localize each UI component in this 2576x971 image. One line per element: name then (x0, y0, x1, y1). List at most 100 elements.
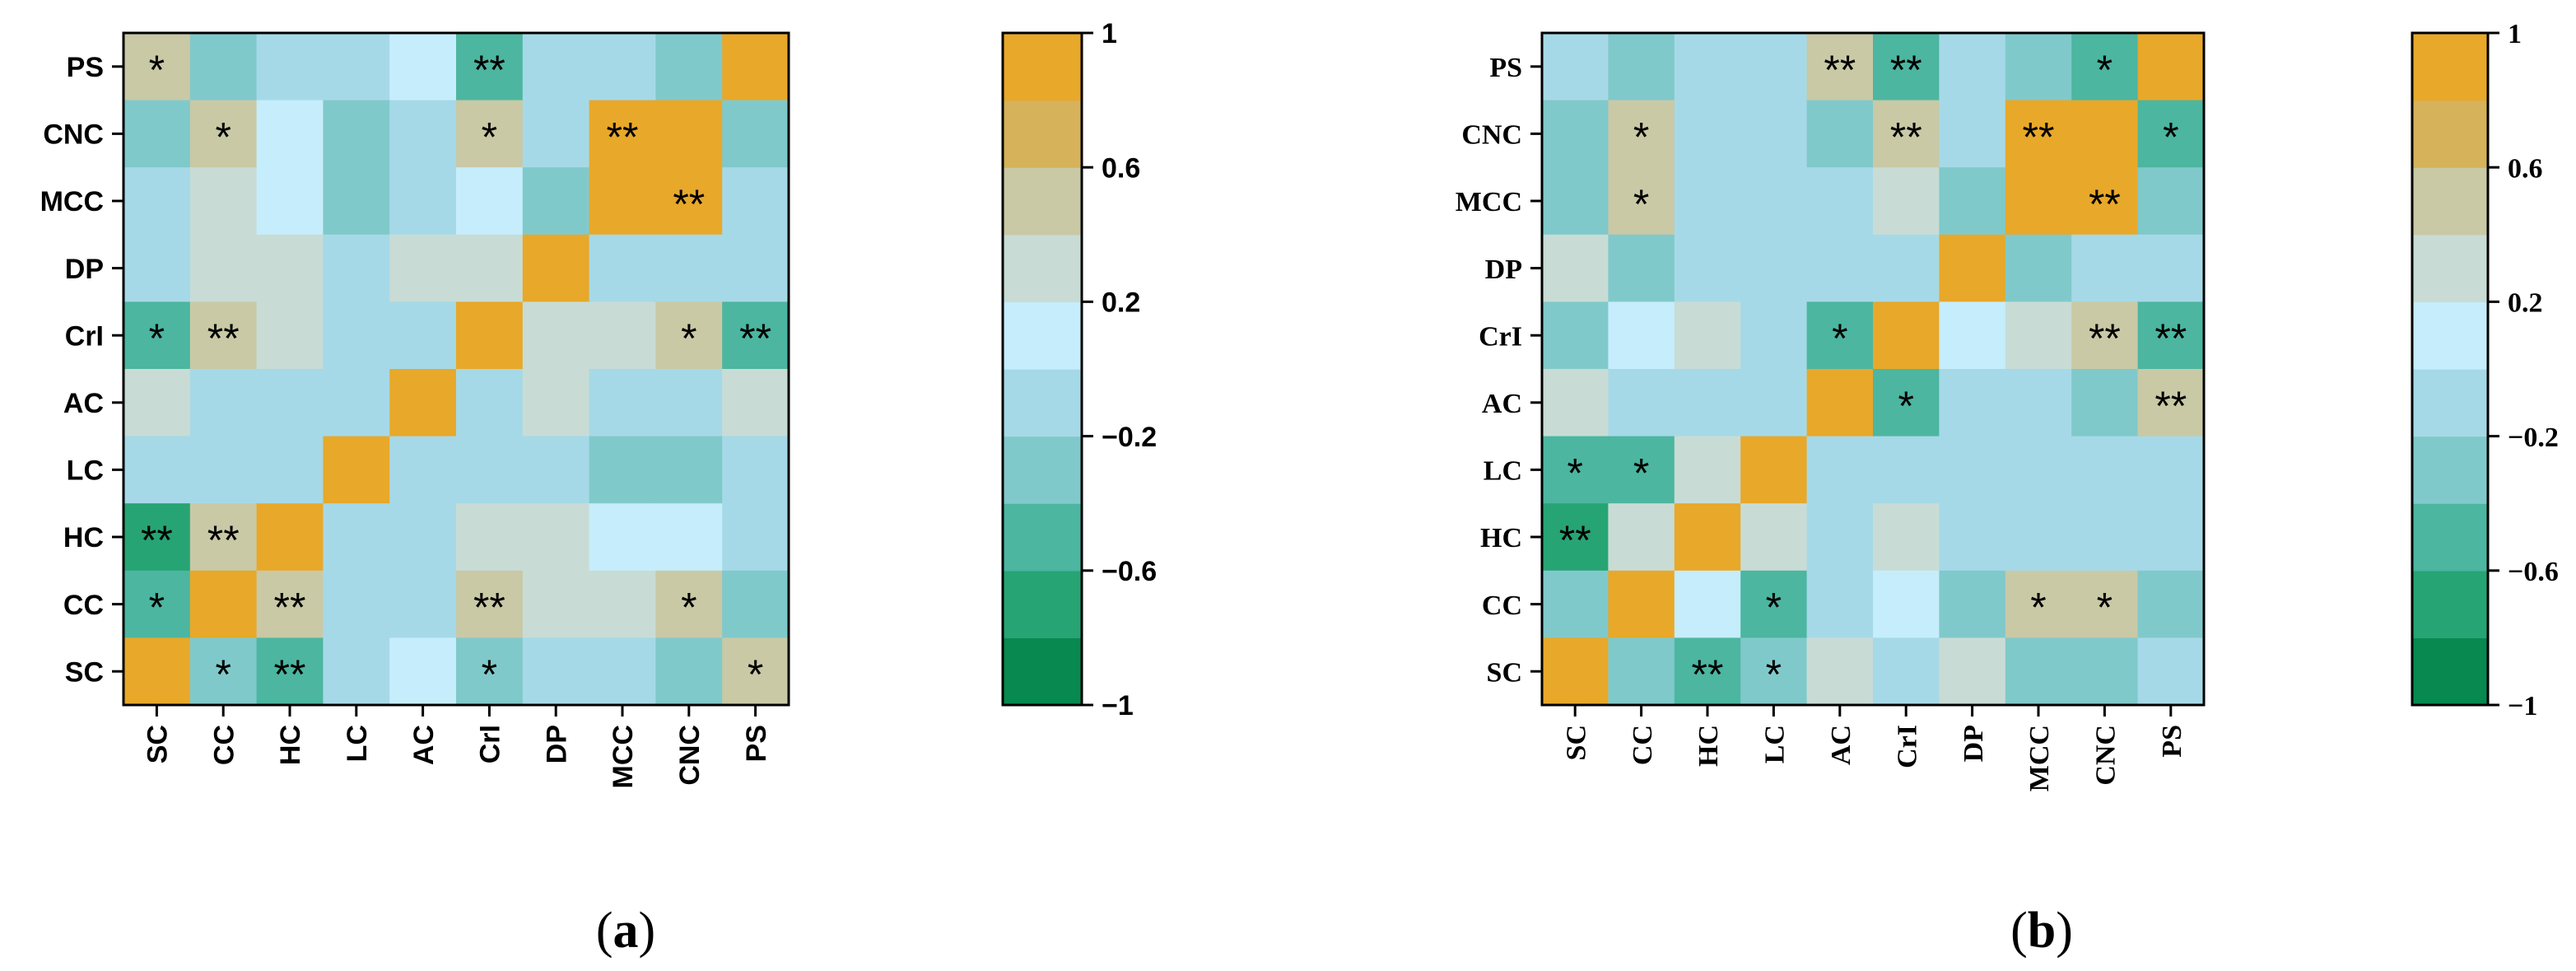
heatmap-cell-SC-MCC (589, 637, 656, 706)
heatmap-cell-PS-HC (1674, 33, 1741, 101)
heatmap-cell-AC-AC (1806, 369, 1874, 437)
heatmap-cell-MCC-MCC (589, 167, 656, 236)
heatmap-cell-LC-CrI (1873, 436, 1940, 504)
heatmap-cell-LC-CrI (456, 436, 524, 504)
heatmap-cell-MCC-PS (2137, 167, 2205, 236)
heatmap-cell-AC-CNC (2071, 369, 2139, 437)
heatmap-cell-MCC-CC (189, 167, 258, 236)
heatmap-cell-HC-AC (389, 503, 457, 572)
y-tick-label-DP: DP (65, 254, 104, 285)
heatmap-cell-SC-MCC (2005, 637, 2072, 706)
heatmap-cell-SC-PS (722, 637, 790, 706)
y-tick-label-CrI: CrI (1479, 321, 1522, 352)
heatmap-cell-HC-HC (256, 503, 324, 572)
colorbar-segment (1003, 503, 1082, 572)
significance-marker: ** (2089, 315, 2121, 362)
colorbar-tick-label: 0.6 (1102, 152, 1140, 184)
heatmap-cell-AC-MCC (2005, 369, 2072, 437)
heatmap-cell-CC-DP (1939, 570, 2006, 638)
heatmap-cell-SC-PS (2137, 637, 2205, 706)
significance-marker: * (681, 585, 696, 631)
heatmap-cell-CNC-LC (1740, 100, 1808, 168)
x-tick-label-CNC: CNC (674, 725, 706, 786)
colorbar-tick-label: −1 (2508, 691, 2537, 721)
colorbar-segment (1003, 301, 1082, 370)
heatmap-cell-CNC-CrI (1873, 100, 1940, 168)
y-tick-label-MCC: MCC (40, 186, 104, 217)
heatmap-cell-HC-SC (1542, 503, 1609, 572)
heatmap-cell-SC-CrI (1873, 637, 1940, 706)
heatmap-cell-DP-CrI (1873, 234, 1940, 302)
heatmap-cell-DP-DP (1939, 234, 2006, 302)
heatmap-cell-SC-DP (1939, 637, 2006, 706)
heatmap-cell-CrI-CC (189, 301, 258, 370)
x-tick-label-SC: SC (142, 725, 174, 763)
heatmap-cell-DP-HC (256, 234, 324, 302)
heatmap-cell-PS-AC (1806, 33, 1874, 101)
heatmap-cell-MCC-CNC (2071, 167, 2139, 236)
x-tick-label-CNC: CNC (2091, 725, 2122, 786)
heatmap-cell-LC-HC (1674, 436, 1741, 504)
heatmap-cell-CrI-MCC (589, 301, 656, 370)
heatmap-cell-DP-LC (1740, 234, 1808, 302)
significance-marker: * (1898, 383, 1913, 429)
heatmap-cell-PS-LC (323, 33, 390, 101)
colorbar-tick-label: −0.6 (2508, 557, 2559, 587)
significance-marker: ** (2023, 114, 2055, 160)
heatmap-cell-DP-PS (2137, 234, 2205, 302)
significance-marker: * (149, 315, 165, 362)
heatmap-cell-DP-CNC (2071, 234, 2139, 302)
heatmap-cell-AC-CrI (1873, 369, 1940, 437)
heatmap-cell-HC-CNC (655, 503, 723, 572)
heatmap-cell-HC-DP (522, 503, 590, 572)
heatmap-cell-HC-PS (722, 503, 790, 572)
significance-marker: ** (2089, 181, 2121, 227)
heatmap-cell-AC-SC (1542, 369, 1609, 437)
heatmap-cell-PS-CC (1608, 33, 1675, 101)
colorbar-segment (1003, 234, 1082, 302)
y-tick-label-SC: SC (1487, 657, 1522, 688)
significance-marker: * (681, 315, 696, 362)
heatmap-cell-CC-AC (389, 570, 457, 638)
heatmap-cell-SC-DP (522, 637, 590, 706)
heatmap-cell-PS-MCC (2005, 33, 2072, 101)
colorbar-segment (2412, 100, 2488, 168)
heatmap-cell-DP-MCC (589, 234, 656, 302)
heatmap-cell-CrI-CrI (456, 301, 524, 370)
heatmap-cell-AC-HC (256, 369, 324, 437)
heatmap-cell-CNC-CrI (456, 100, 524, 168)
heatmap-cell-SC-CrI (456, 637, 524, 706)
heatmap-cell-DP-AC (389, 234, 457, 302)
colorbar-segment (1003, 100, 1082, 168)
colorbar-segment (2412, 369, 2488, 437)
significance-marker: ** (473, 585, 505, 631)
y-tick-label-AC: AC (63, 388, 104, 419)
heatmap-cell-DP-SC (1542, 234, 1609, 302)
heatmap-cell-SC-AC (1806, 637, 1874, 706)
heatmap-cell-PS-SC (1542, 33, 1609, 101)
heatmap-cell-SC-SC (1542, 637, 1609, 706)
heatmap-cell-CrI-CC (1608, 301, 1675, 370)
heatmap-frame (1540, 31, 2206, 707)
x-tick-label-PS: PS (741, 725, 772, 762)
heatmap-cell-CrI-HC (256, 301, 324, 370)
colorbar-tick-label: −0.2 (2508, 422, 2559, 453)
colorbar-segment (2412, 301, 2488, 370)
heatmap-cell-SC-CNC (655, 637, 723, 706)
heatmap-cell-HC-CrI (1873, 503, 1940, 572)
heatmap-cell-CC-MCC (589, 570, 656, 638)
heatmap-cell-MCC-CrI (456, 167, 524, 236)
significance-marker: ** (1692, 651, 1724, 698)
heatmap-cell-CrI-SC (123, 301, 191, 370)
heatmap-cell-CC-CNC (2071, 570, 2139, 638)
colorbar-tick-label: 0.6 (2508, 153, 2543, 184)
x-tick-label-CrI: CrI (475, 725, 506, 763)
heatmap-cell-CrI-LC (323, 301, 390, 370)
heatmap-cell-LC-MCC (589, 436, 656, 504)
heatmap-cell-CC-CrI (1873, 570, 1940, 638)
y-tick-label-LC: LC (1484, 456, 1522, 487)
colorbar-segment (2412, 436, 2488, 504)
y-tick-label-DP: DP (1485, 254, 1522, 285)
heatmap-cell-LC-LC (323, 436, 390, 504)
heatmap-cell-SC-CC (1608, 637, 1675, 706)
